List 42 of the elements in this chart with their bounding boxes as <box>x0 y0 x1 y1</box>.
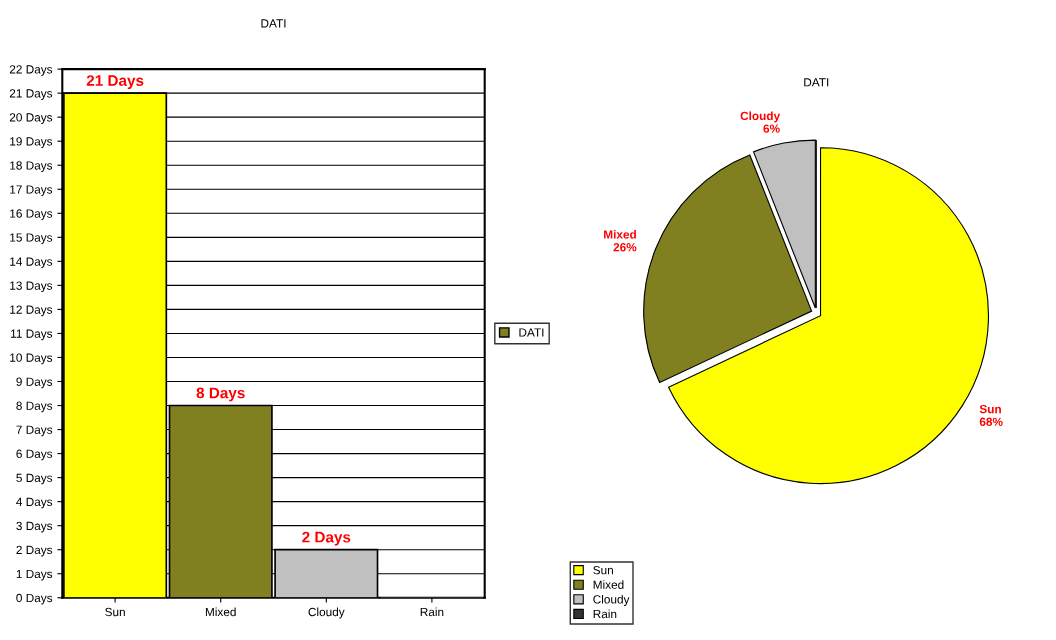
legend-label: DATI <box>519 328 544 337</box>
y-tick-label: 2 Days <box>16 545 53 557</box>
data-label: 6% <box>763 124 780 133</box>
data-label: 68% <box>979 417 1003 426</box>
y-tick-label: 6 Days <box>16 449 53 461</box>
x-tick-label: Sun <box>105 607 125 617</box>
data-label: 2 Days <box>302 531 351 546</box>
y-tick-label: 22 Days <box>9 65 53 76</box>
y-tick-label: 14 Days <box>10 257 53 269</box>
slice-label: Sun <box>979 404 1001 414</box>
y-tick-label: 19 Days <box>10 137 53 148</box>
x-tick-label: Mixed <box>205 607 236 617</box>
y-tick-label: 13 Days <box>10 281 53 293</box>
chart-title: DATI <box>261 19 286 28</box>
y-tick-label: 3 Days <box>16 521 53 533</box>
data-label: 26% <box>613 243 637 252</box>
slice-label: Mixed <box>604 230 636 239</box>
legend-label: Cloudy <box>593 594 630 606</box>
y-tick-label: 4 Days <box>16 497 53 509</box>
legend-label: Mixed <box>593 580 624 589</box>
data-label: 21 Days <box>86 75 144 89</box>
legend-label: Sun <box>593 565 613 575</box>
y-tick-label: 17 Days <box>10 185 53 196</box>
y-tick-label: 0 Days <box>16 593 53 605</box>
y-tick-label: 15 Days <box>10 233 53 245</box>
y-tick-label: 1 Days <box>16 569 53 581</box>
y-tick-label: 9 Days <box>16 377 53 389</box>
y-tick-label: 12 Days <box>10 305 53 317</box>
x-tick-label: Rain <box>420 607 444 617</box>
data-label: 8 Days <box>196 387 245 402</box>
y-tick-label: 8 Days <box>16 401 53 413</box>
chart-title: DATI <box>804 78 829 87</box>
y-tick-label: 16 Days <box>10 209 53 221</box>
y-tick-label: 20 Days <box>9 113 53 124</box>
slice-label: Cloudy <box>740 111 781 123</box>
y-tick-label: 21 Days <box>9 89 53 100</box>
y-tick-label: 7 Days <box>16 425 53 437</box>
y-tick-label: 10 Days <box>10 353 53 365</box>
y-tick-label: 5 Days <box>16 473 53 485</box>
y-tick-label: 11 Days <box>11 329 53 341</box>
y-tick-label: 18 Days <box>10 161 53 172</box>
x-tick-label: Cloudy <box>308 607 345 619</box>
